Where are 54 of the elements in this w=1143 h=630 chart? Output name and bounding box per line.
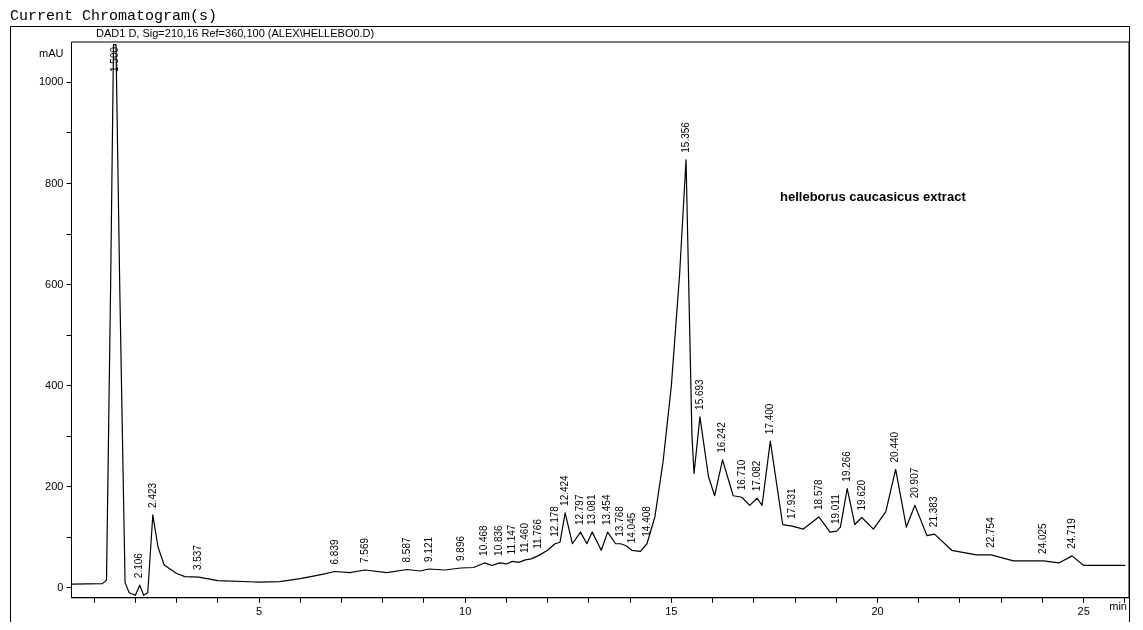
annotation: 11.147 <box>506 524 518 555</box>
y-axis-title: mAU <box>39 47 64 60</box>
y-tick-label: 200 <box>45 479 64 492</box>
annotation: 11.460 <box>519 522 531 553</box>
y-tick-label: 800 <box>45 176 64 189</box>
y-tick-label: 400 <box>45 378 64 391</box>
y-tick-label: 1000 <box>38 75 64 88</box>
chart-subtitle: DAD1 D, Sig=210,16 Ref=360,100 (ALEX\HELLEBO0.D) <box>96 26 375 39</box>
x-tick-label: 5 <box>256 605 263 618</box>
annotation: 19.620 <box>855 479 867 511</box>
annotation: 2.423 <box>146 482 158 508</box>
annotation: 22.754 <box>984 516 996 548</box>
annotation: 11.766 <box>531 518 543 549</box>
x-tick-label: 25 <box>1077 605 1090 618</box>
annotation: 20.907 <box>908 467 920 499</box>
x-tick-label: 20 <box>871 605 884 618</box>
annotation: 21.383 <box>928 496 940 528</box>
annotation: 17.400 <box>764 403 776 435</box>
annotation: 19.266 <box>840 450 852 482</box>
annotation: 12.424 <box>558 474 570 506</box>
annotation: 13.454 <box>601 494 613 526</box>
annotation: 6.839 <box>328 539 340 565</box>
annotation: 3.537 <box>192 544 204 571</box>
x-axis-title: min <box>1109 600 1127 613</box>
x-tick-label: 10 <box>459 605 472 618</box>
annotation: helleborus caucasicus extract <box>780 189 967 205</box>
annotation: 17.082 <box>750 460 762 492</box>
annotation: 19.011 <box>830 493 842 525</box>
annotation: 14.045 <box>625 512 637 544</box>
x-tick-label: 15 <box>665 605 678 618</box>
annotation: 10.468 <box>478 524 490 556</box>
annotation: 13.081 <box>585 494 597 526</box>
annotation: 14.408 <box>640 505 652 537</box>
annotation: 12.797 <box>574 494 586 526</box>
y-tick-label: 0 <box>57 580 64 593</box>
annotation: 13.768 <box>614 505 626 537</box>
annotation: 24.025 <box>1037 522 1049 554</box>
annotation: 24.719 <box>1065 517 1077 549</box>
annotation: 9.121 <box>422 536 434 562</box>
annotation: 16.710 <box>735 459 747 491</box>
annotation: 18.578 <box>812 478 824 510</box>
annotation: 16.242 <box>716 421 728 453</box>
y-tick-label: 600 <box>45 277 64 290</box>
annotation: 12.178 <box>548 505 560 537</box>
annotation: 9.896 <box>454 535 466 561</box>
annotation: 17.931 <box>785 488 797 520</box>
chart-title: Current Chromatogram(s) <box>10 8 218 26</box>
annotation: 15.693 <box>693 378 705 410</box>
annotation: 10.836 <box>493 524 505 556</box>
annotation: 7.569 <box>358 537 370 564</box>
annotation: 20.440 <box>889 431 901 463</box>
annotation: 8.587 <box>400 537 412 563</box>
annotation: 2.106 <box>133 552 145 579</box>
annotation: 15.356 <box>679 121 691 153</box>
